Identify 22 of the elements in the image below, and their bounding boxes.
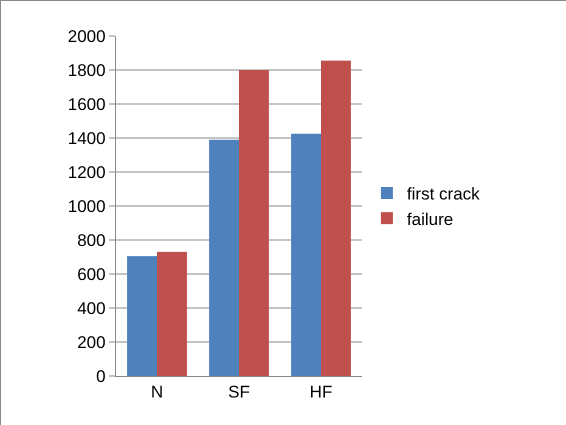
y-tick-label: 2000 [68, 26, 106, 46]
legend-label: first crack [406, 184, 480, 204]
y-tick-label: 1000 [68, 196, 106, 216]
y-tick-label: 0 [96, 366, 106, 386]
y-tick-label: 1600 [68, 94, 106, 114]
x-tick-label: N [150, 382, 164, 402]
bar [209, 140, 239, 376]
legend-label: failure [406, 210, 454, 229]
y-tick-label: 400 [77, 298, 106, 318]
y-tick-label: 200 [77, 332, 106, 352]
y-tick-label: 1800 [68, 60, 106, 80]
bar [157, 252, 187, 376]
y-tick-label: 600 [77, 264, 106, 284]
bar [239, 70, 269, 376]
x-tick-label: SF [228, 382, 250, 402]
bar [127, 256, 157, 376]
y-tick-label: 1200 [68, 162, 106, 182]
y-tick-label: 800 [77, 230, 106, 250]
y-tick-label: 1400 [68, 128, 106, 148]
bar [321, 60, 351, 376]
bar [291, 134, 321, 376]
x-tick-label: HF [310, 382, 332, 402]
